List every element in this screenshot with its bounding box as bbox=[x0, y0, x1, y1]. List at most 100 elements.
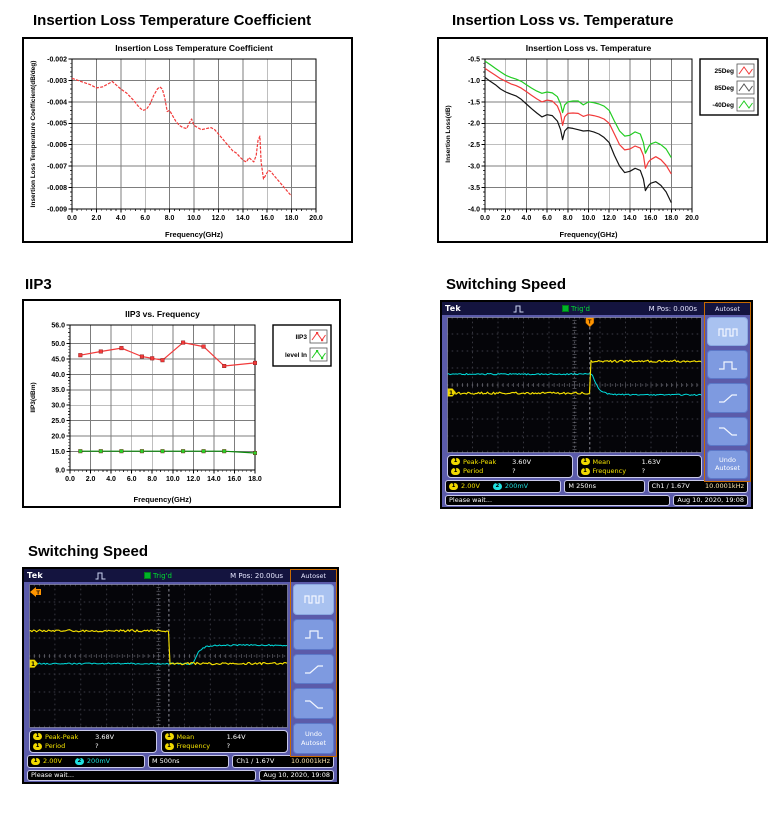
pulse-icon bbox=[513, 305, 524, 313]
x-tick-label: 0.0 bbox=[65, 476, 75, 483]
scope-status-bar: Please wait... Aug 10, 2020, 19:08 bbox=[442, 494, 751, 507]
scope-graticule-canvas: 1T bbox=[29, 584, 288, 728]
chart-legend: 25Deg 85Deg -40Deg bbox=[699, 58, 759, 116]
series-IIP3 bbox=[80, 341, 256, 367]
x-tick-label: 8.0 bbox=[165, 215, 175, 222]
single-pulse-icon bbox=[304, 630, 323, 639]
chart-legend: IIP3 level In bbox=[272, 324, 332, 367]
ch1-badge: 1 bbox=[33, 733, 42, 741]
autoset-label: Autoset bbox=[300, 738, 327, 747]
timebase-readout: M 250ns bbox=[564, 480, 645, 493]
measurement-row: 1 Frequency? bbox=[580, 467, 699, 475]
timebase-value: M 250ns bbox=[568, 482, 596, 491]
measurement-label: Mean bbox=[592, 457, 611, 466]
y-tick-label: 20.0 bbox=[51, 434, 65, 441]
legend-label: IIP3 bbox=[295, 334, 307, 341]
undo-label: Undo bbox=[305, 730, 322, 739]
x-tick-label: 18.0 bbox=[248, 476, 262, 483]
ch1-badge: 1 bbox=[33, 742, 42, 750]
svg-text:T: T bbox=[588, 320, 592, 326]
measurement-value: 1.63V bbox=[641, 457, 661, 466]
measurement-value: 3.68V bbox=[95, 732, 115, 741]
trigd-icon bbox=[144, 572, 152, 579]
chart-title: IIP3 vs. Frequency bbox=[125, 309, 200, 319]
single-pulse-button[interactable] bbox=[707, 350, 748, 380]
falling-edge-button[interactable] bbox=[707, 416, 748, 446]
ch1-reference-marker: 1 bbox=[29, 659, 39, 668]
datetime-text: Aug 10, 2020, 19:08 bbox=[263, 771, 330, 779]
ch1-scale: 2.00V bbox=[43, 757, 62, 766]
ch1-badge: 1 bbox=[451, 458, 460, 466]
data-marker bbox=[252, 450, 257, 455]
measurement-value: ? bbox=[512, 467, 516, 475]
y-tick-label: 50.0 bbox=[51, 341, 65, 348]
undo-autoset-button[interactable]: Undo Autoset bbox=[707, 449, 748, 480]
datetime-readout: Aug 10, 2020, 19:08 bbox=[259, 769, 334, 781]
legend-label: level In bbox=[285, 352, 307, 359]
x-tick-label: 4.0 bbox=[106, 476, 116, 483]
measurement-row: 1 Peak-Peak 3.60V bbox=[451, 457, 569, 466]
series-25Deg bbox=[484, 67, 672, 175]
x-axis-label: Frequency(GHz) bbox=[134, 495, 192, 504]
x-tick-label: 6.0 bbox=[127, 476, 137, 483]
chart-canvas: IIP3 vs. Frequency 0.0 2.0 4.0 6.0 8.0 10.0 12.… bbox=[30, 309, 332, 504]
trigd-icon bbox=[562, 305, 570, 312]
measurement-label: Frequency bbox=[592, 467, 627, 475]
ch1-scale: 2.00V bbox=[461, 482, 480, 491]
data-marker bbox=[201, 449, 206, 454]
ch1-badge: 1 bbox=[31, 758, 40, 765]
square-wave-button[interactable] bbox=[707, 317, 748, 347]
x-tick-label: 10.0 bbox=[166, 476, 180, 483]
rising-edge-button[interactable] bbox=[707, 383, 748, 413]
pulse-icon bbox=[95, 572, 106, 580]
data-marker bbox=[98, 449, 103, 454]
datetime-readout: Aug 10, 2020, 19:08 bbox=[673, 494, 748, 506]
chart-title: Insertion Loss Temperature Coefficient bbox=[115, 43, 273, 53]
single-pulse-button[interactable] bbox=[293, 618, 334, 650]
scope-settings-bar: 1 2.00V 2 200mV M 250ns Ch1 / 1.67V 10.00… bbox=[442, 479, 751, 494]
y-tick-label: 9.0 bbox=[55, 467, 65, 474]
x-tick-label: 20.0 bbox=[309, 215, 323, 222]
y-tick-label: 45.0 bbox=[51, 356, 65, 363]
data-marker bbox=[252, 360, 257, 365]
section-heading-insertion-loss-temp-coeff: Insertion Loss Temperature Coefficient bbox=[33, 12, 312, 29]
trigd-label: Trig'd bbox=[571, 304, 590, 313]
rising-edge-button[interactable] bbox=[293, 653, 334, 685]
x-tick-label: 16.0 bbox=[228, 476, 242, 483]
measurement-row: 1 Peak-Peak 3.68V bbox=[33, 732, 153, 741]
m-pos-readout: M Pos: 20.00us bbox=[230, 571, 283, 580]
series-85Deg bbox=[484, 76, 672, 203]
chart-canvas: Insertion Loss vs. Temperature 0.0 2.0 4.0 6… bbox=[445, 43, 759, 239]
chart-title: Insertion Loss vs. Temperature bbox=[526, 43, 652, 53]
y-tick-label: 30.0 bbox=[51, 403, 65, 410]
svg-text:1: 1 bbox=[449, 391, 453, 397]
legend-label: 25Deg bbox=[714, 68, 734, 75]
y-tick-label: 40.0 bbox=[51, 372, 65, 379]
undo-autoset-button[interactable]: Undo Autoset bbox=[293, 723, 334, 754]
y-tick-label: -4.0 bbox=[468, 206, 480, 213]
measurement-label: Peak-Peak bbox=[463, 457, 497, 466]
x-tick-label: 18.0 bbox=[285, 215, 299, 222]
y-tick-label: -3.5 bbox=[468, 185, 480, 192]
svg-text:1: 1 bbox=[31, 662, 35, 668]
x-tick-label: 16.0 bbox=[644, 215, 658, 222]
measurement-box-right: 1 Mean 1.64V 1 Frequency? bbox=[160, 730, 288, 753]
square-wave-button[interactable] bbox=[293, 584, 334, 615]
ch2-trace bbox=[29, 644, 288, 665]
falling-edge-button[interactable] bbox=[293, 688, 334, 720]
data-marker bbox=[160, 358, 165, 363]
y-tick-label: -0.004 bbox=[47, 99, 67, 106]
x-tick-label: 8.0 bbox=[147, 476, 157, 483]
x-tick-label: 4.0 bbox=[116, 215, 126, 222]
y-tick-label: -1.5 bbox=[468, 99, 480, 106]
x-tick-label: 14.0 bbox=[236, 215, 250, 222]
y-axis-label: IIP3(dBm) bbox=[30, 382, 37, 412]
undo-label: Undo bbox=[719, 456, 736, 465]
series-group bbox=[78, 340, 257, 455]
measurement-value: ? bbox=[95, 742, 99, 750]
y-tick-label: 35.0 bbox=[51, 387, 65, 394]
series-group bbox=[484, 60, 672, 203]
ch1-badge: 1 bbox=[451, 467, 460, 475]
